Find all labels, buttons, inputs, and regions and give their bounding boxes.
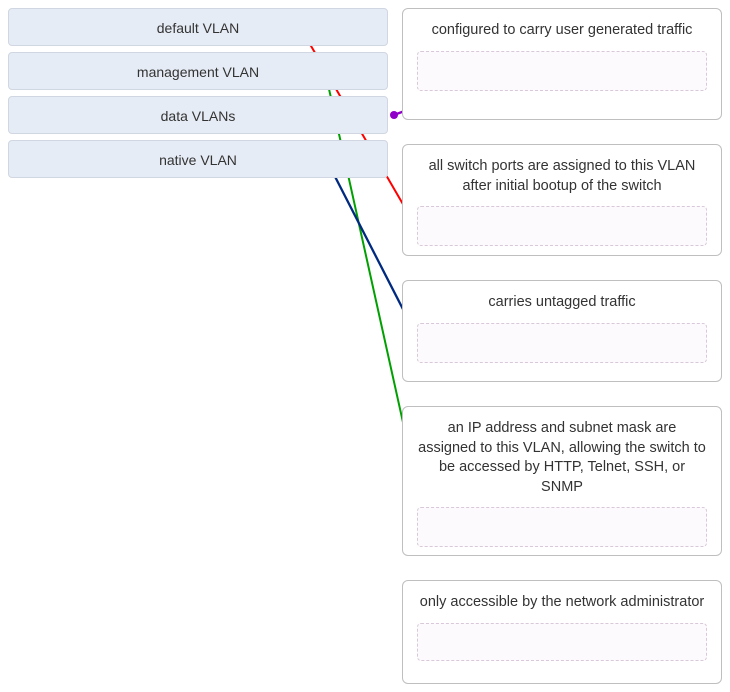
source-item-label: management VLAN	[137, 64, 259, 80]
target-box-text: carries untagged traffic	[417, 293, 707, 313]
source-item-management[interactable]: management VLAN	[8, 52, 388, 90]
target-box-mgmt-desc: an IP address and subnet mask are assign…	[402, 406, 722, 556]
source-item-label: default VLAN	[157, 20, 240, 36]
matching-diagram: default VLAN management VLAN data VLANs nat…	[0, 0, 730, 692]
target-box-untagged: carries untagged traffic	[402, 280, 722, 382]
target-box-text: configured to carry user generated traff…	[417, 21, 707, 41]
target-box-text: all switch ports are assigned to this VL…	[417, 157, 707, 196]
dropzone[interactable]	[417, 623, 707, 661]
source-item-native[interactable]: native VLAN	[8, 140, 388, 178]
target-box-text: only accessible by the network administr…	[417, 593, 707, 613]
dropzone[interactable]	[417, 51, 707, 91]
dropzone[interactable]	[417, 323, 707, 363]
target-box-admin-only: only accessible by the network administr…	[402, 580, 722, 684]
dropzone[interactable]	[417, 507, 707, 547]
source-item-label: native VLAN	[159, 152, 237, 168]
target-box-user-traffic: configured to carry user generated traff…	[402, 8, 722, 120]
dropzone[interactable]	[417, 206, 707, 246]
source-item-default[interactable]: default VLAN	[8, 8, 388, 46]
source-item-label: data VLANs	[161, 108, 236, 124]
source-item-data[interactable]: data VLANs	[8, 96, 388, 134]
target-box-default-desc: all switch ports are assigned to this VL…	[402, 144, 722, 256]
target-box-text: an IP address and subnet mask are assign…	[417, 419, 707, 497]
